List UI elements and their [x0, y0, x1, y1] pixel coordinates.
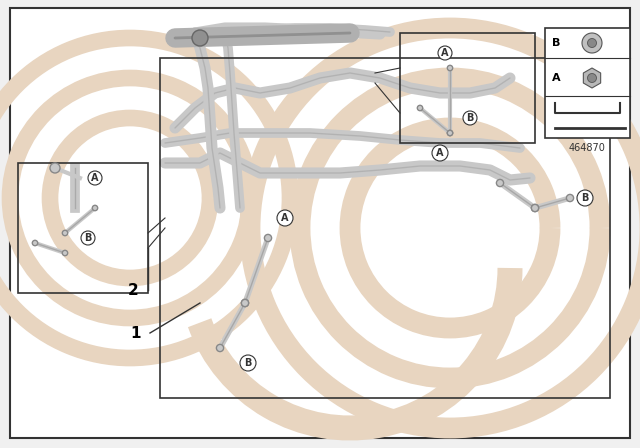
Circle shape — [62, 230, 68, 236]
Text: B: B — [244, 358, 252, 368]
Circle shape — [447, 130, 452, 136]
Bar — [160, 58, 610, 398]
Bar — [400, 33, 535, 143]
Text: A: A — [281, 213, 289, 223]
Circle shape — [497, 179, 504, 187]
Circle shape — [241, 299, 248, 306]
Circle shape — [240, 355, 256, 371]
Circle shape — [588, 39, 596, 47]
Circle shape — [438, 46, 452, 60]
Circle shape — [264, 234, 271, 241]
Circle shape — [588, 73, 596, 82]
Circle shape — [81, 231, 95, 245]
Bar — [18, 163, 148, 293]
Circle shape — [577, 190, 593, 206]
Circle shape — [447, 65, 452, 71]
Circle shape — [531, 204, 539, 211]
Text: A: A — [441, 48, 449, 58]
Text: A: A — [552, 73, 561, 83]
Circle shape — [417, 105, 422, 111]
Text: 2: 2 — [128, 283, 139, 297]
Circle shape — [192, 30, 208, 46]
Circle shape — [216, 345, 223, 352]
Text: B: B — [467, 113, 474, 123]
Text: A: A — [92, 173, 99, 183]
Circle shape — [277, 210, 293, 226]
Text: B: B — [581, 193, 589, 203]
Bar — [545, 28, 630, 138]
Circle shape — [62, 250, 68, 256]
Circle shape — [88, 171, 102, 185]
Circle shape — [531, 204, 539, 211]
Circle shape — [432, 145, 448, 161]
Circle shape — [32, 240, 38, 246]
Circle shape — [566, 194, 573, 202]
Text: B: B — [84, 233, 92, 243]
Circle shape — [582, 33, 602, 53]
Polygon shape — [583, 68, 601, 88]
Circle shape — [92, 205, 98, 211]
Circle shape — [241, 299, 248, 306]
Text: 464870: 464870 — [568, 143, 605, 153]
Text: A: A — [436, 148, 444, 158]
Text: 1: 1 — [130, 326, 141, 340]
Circle shape — [447, 130, 452, 136]
Circle shape — [463, 111, 477, 125]
Text: B: B — [552, 38, 561, 48]
Circle shape — [50, 163, 60, 173]
